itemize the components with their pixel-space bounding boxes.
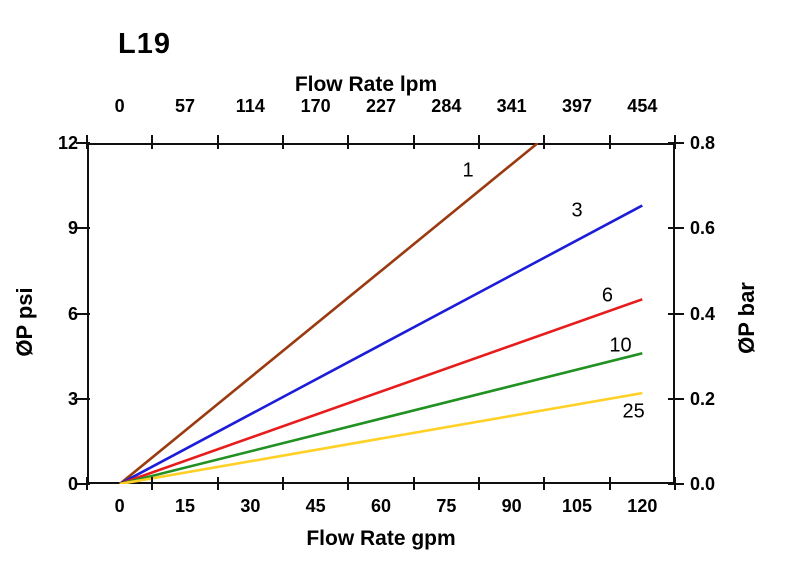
top-x-tick-label: 454 [627,96,658,116]
series-line-10 [119,352,643,484]
bottom-x-tick-label: 0 [114,496,125,516]
left-y-tick-label: 3 [67,388,78,409]
bottom-x-tick-label: 120 [627,496,658,516]
plot-area [87,143,675,484]
series-line-3 [119,204,643,484]
top-x-tick-label: 397 [561,96,593,116]
series-lines-canvas [118,143,643,484]
right-y-tick-label: 0.2 [690,388,716,409]
top-x-axis-title: Flow Rate lpm [294,73,438,96]
top-x-tick-label: 0 [114,96,125,116]
right-y-tick-label: 0.0 [690,474,716,494]
series-line-6 [119,298,643,484]
chart-title: L19 [118,28,171,60]
top-x-tick-label: 170 [300,96,331,116]
series-line-25 [119,391,643,484]
right-y-tick-label: 0.6 [690,218,716,239]
top-x-tick-label: 227 [365,96,397,116]
bottom-x-tick-label: 45 [305,496,326,516]
bottom-x-tick-label: 15 [174,496,196,516]
bottom-x-tick-label: 75 [436,496,457,516]
bottom-x-tick-label: 105 [561,496,593,516]
right-y-axis-title: ØP bar [734,282,759,354]
bottom-x-tick-label: 90 [501,496,522,516]
bottom-x-tick-label: 30 [240,496,261,516]
bottom-x-axis-title: Flow Rate gpm [306,527,456,550]
top-x-tick-label: 114 [235,96,265,116]
left-y-tick-label: 0 [67,474,78,494]
series-line-1 [118,143,539,484]
bottom-x-tick-label: 60 [370,496,392,516]
left-y-tick-label: 12 [57,133,78,153]
top-x-tick-label: 57 [174,96,196,116]
right-y-tick-label: 0.8 [690,133,716,153]
left-y-tick-label: 9 [67,218,78,239]
top-x-tick-label: 341 [496,96,527,116]
left-y-axis-title: ØP psi [12,287,37,357]
top-x-tick-label: 284 [431,96,462,116]
